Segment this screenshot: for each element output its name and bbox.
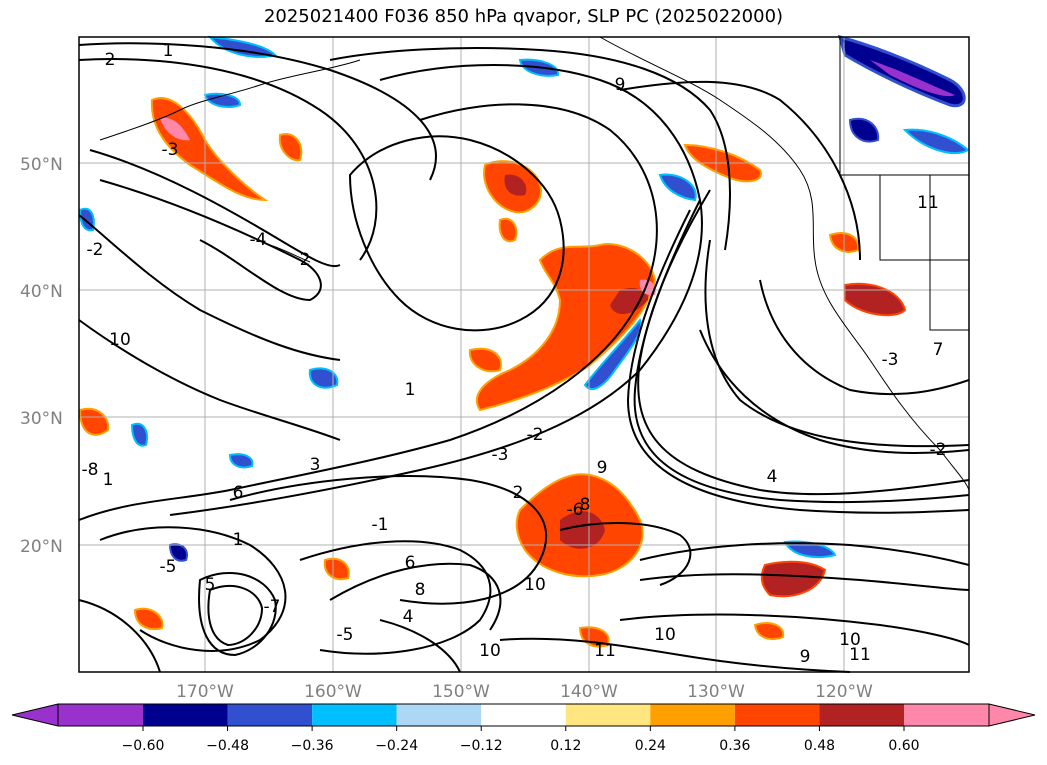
colorbar-segment xyxy=(143,704,228,726)
contour-label: 6 xyxy=(405,553,416,573)
contour-label: 10 xyxy=(654,625,676,645)
contour-label: 9 xyxy=(597,458,608,478)
contour-label: 4 xyxy=(767,467,778,487)
colorbar-tick-label: 0.48 xyxy=(804,738,835,754)
contour-label: 2 xyxy=(300,250,311,270)
colorbar xyxy=(11,703,1036,727)
colorbar-tick-label: 0.36 xyxy=(719,738,750,754)
colorbar-tick-label: −0.60 xyxy=(122,738,165,754)
contour-label: 5 xyxy=(205,575,216,595)
colorbar-extend-low xyxy=(11,703,59,727)
contour-label: -3 xyxy=(492,445,509,465)
contour-label: -6 xyxy=(567,500,584,520)
map-panel xyxy=(78,34,970,673)
contour-label: 10 xyxy=(479,641,501,661)
contour-label: -4 xyxy=(250,230,267,250)
contour-label: 11 xyxy=(849,645,871,665)
colorbar-extend-high xyxy=(988,703,1036,727)
contour-label: 1 xyxy=(163,41,174,61)
contour-label: 10 xyxy=(109,330,131,350)
lon-label-120w: 120°W xyxy=(815,682,873,702)
contour-label: -2 xyxy=(87,240,104,260)
contour-label: 6 xyxy=(233,483,244,503)
lat-label-20n: 20°N xyxy=(20,537,63,557)
contour-label: 11 xyxy=(917,193,939,213)
colorbar-tick-label: −0.36 xyxy=(291,738,334,754)
longitude-axis: 170°W 160°W 150°W 140°W 130°W 120°W xyxy=(176,682,873,702)
contour-label: 4 xyxy=(403,607,414,627)
coastlines xyxy=(99,36,970,491)
colorbar-tick-label: 0.24 xyxy=(635,738,666,754)
contour-label: -3 xyxy=(162,140,179,160)
contour-label: 1 xyxy=(405,380,416,400)
lon-label-150w: 150°W xyxy=(432,682,490,702)
map-title: 2025021400 F036 850 hPa qvapor, SLP PC (… xyxy=(263,6,784,27)
lat-label-40n: 40°N xyxy=(20,282,63,302)
lat-label-50n: 50°N xyxy=(20,155,63,175)
contour-label: 10 xyxy=(524,575,546,595)
contour-label: 1 xyxy=(103,470,114,490)
colorbar-segment xyxy=(904,704,989,726)
lon-label-160w: 160°W xyxy=(304,682,362,702)
contour-label: 1 xyxy=(233,530,244,550)
colorbar-segment xyxy=(396,704,482,726)
graticule xyxy=(79,37,969,672)
moisture-shading xyxy=(78,34,970,648)
colorbar-segment xyxy=(734,704,820,726)
contour-label: 10 xyxy=(839,630,861,650)
contour-label: 2 xyxy=(513,483,524,503)
colorbar-segment xyxy=(481,704,566,726)
contour-label: -1 xyxy=(372,515,389,535)
colorbar-ticks: −0.60 −0.48 −0.36 −0.24 −0.12 0.12 0.24 0.36 0.4… xyxy=(122,726,920,754)
colorbar-tick-label: 0.12 xyxy=(550,738,581,754)
contour-label: 2 xyxy=(105,50,116,70)
lon-label-140w: 140°W xyxy=(560,682,618,702)
colorbar-segment xyxy=(650,704,735,726)
contour-label: 8 xyxy=(580,495,591,515)
colorbar-tick-label: −0.12 xyxy=(460,738,503,754)
colorbar-tick-label: −0.24 xyxy=(375,738,418,754)
contour-label: -3 xyxy=(882,350,899,370)
colorbar-tick-label: −0.48 xyxy=(206,738,249,754)
lon-label-130w: 130°W xyxy=(687,682,745,702)
contour-label: -7 xyxy=(264,597,281,617)
colorbar-segment xyxy=(312,704,397,726)
contour-label: 3 xyxy=(310,455,321,475)
contour-label: -5 xyxy=(337,625,354,645)
colorbar-outline xyxy=(57,703,990,727)
colorbar-segment xyxy=(58,704,143,726)
colorbar-segment xyxy=(227,704,313,726)
lat-label-30n: 30°N xyxy=(20,409,63,429)
contour-label: -2 xyxy=(527,425,544,445)
contour-label: -2 xyxy=(930,440,947,460)
colorbar-segment xyxy=(819,704,904,726)
contour-label: -8 xyxy=(82,460,99,480)
slp-contours xyxy=(78,42,970,673)
colorbar-segment xyxy=(565,704,651,726)
contour-label: 11 xyxy=(594,641,616,661)
contour-label: -5 xyxy=(160,557,177,577)
contour-label: 8 xyxy=(415,580,426,600)
colorbar-tick-label: 0.60 xyxy=(888,738,919,754)
latitude-axis: 50°N 40°N 30°N 20°N xyxy=(20,155,63,557)
contour-label: 7 xyxy=(933,340,944,360)
contour-label: 9 xyxy=(800,647,811,667)
contour-label: 9 xyxy=(615,75,626,95)
lon-label-170w: 170°W xyxy=(176,682,234,702)
